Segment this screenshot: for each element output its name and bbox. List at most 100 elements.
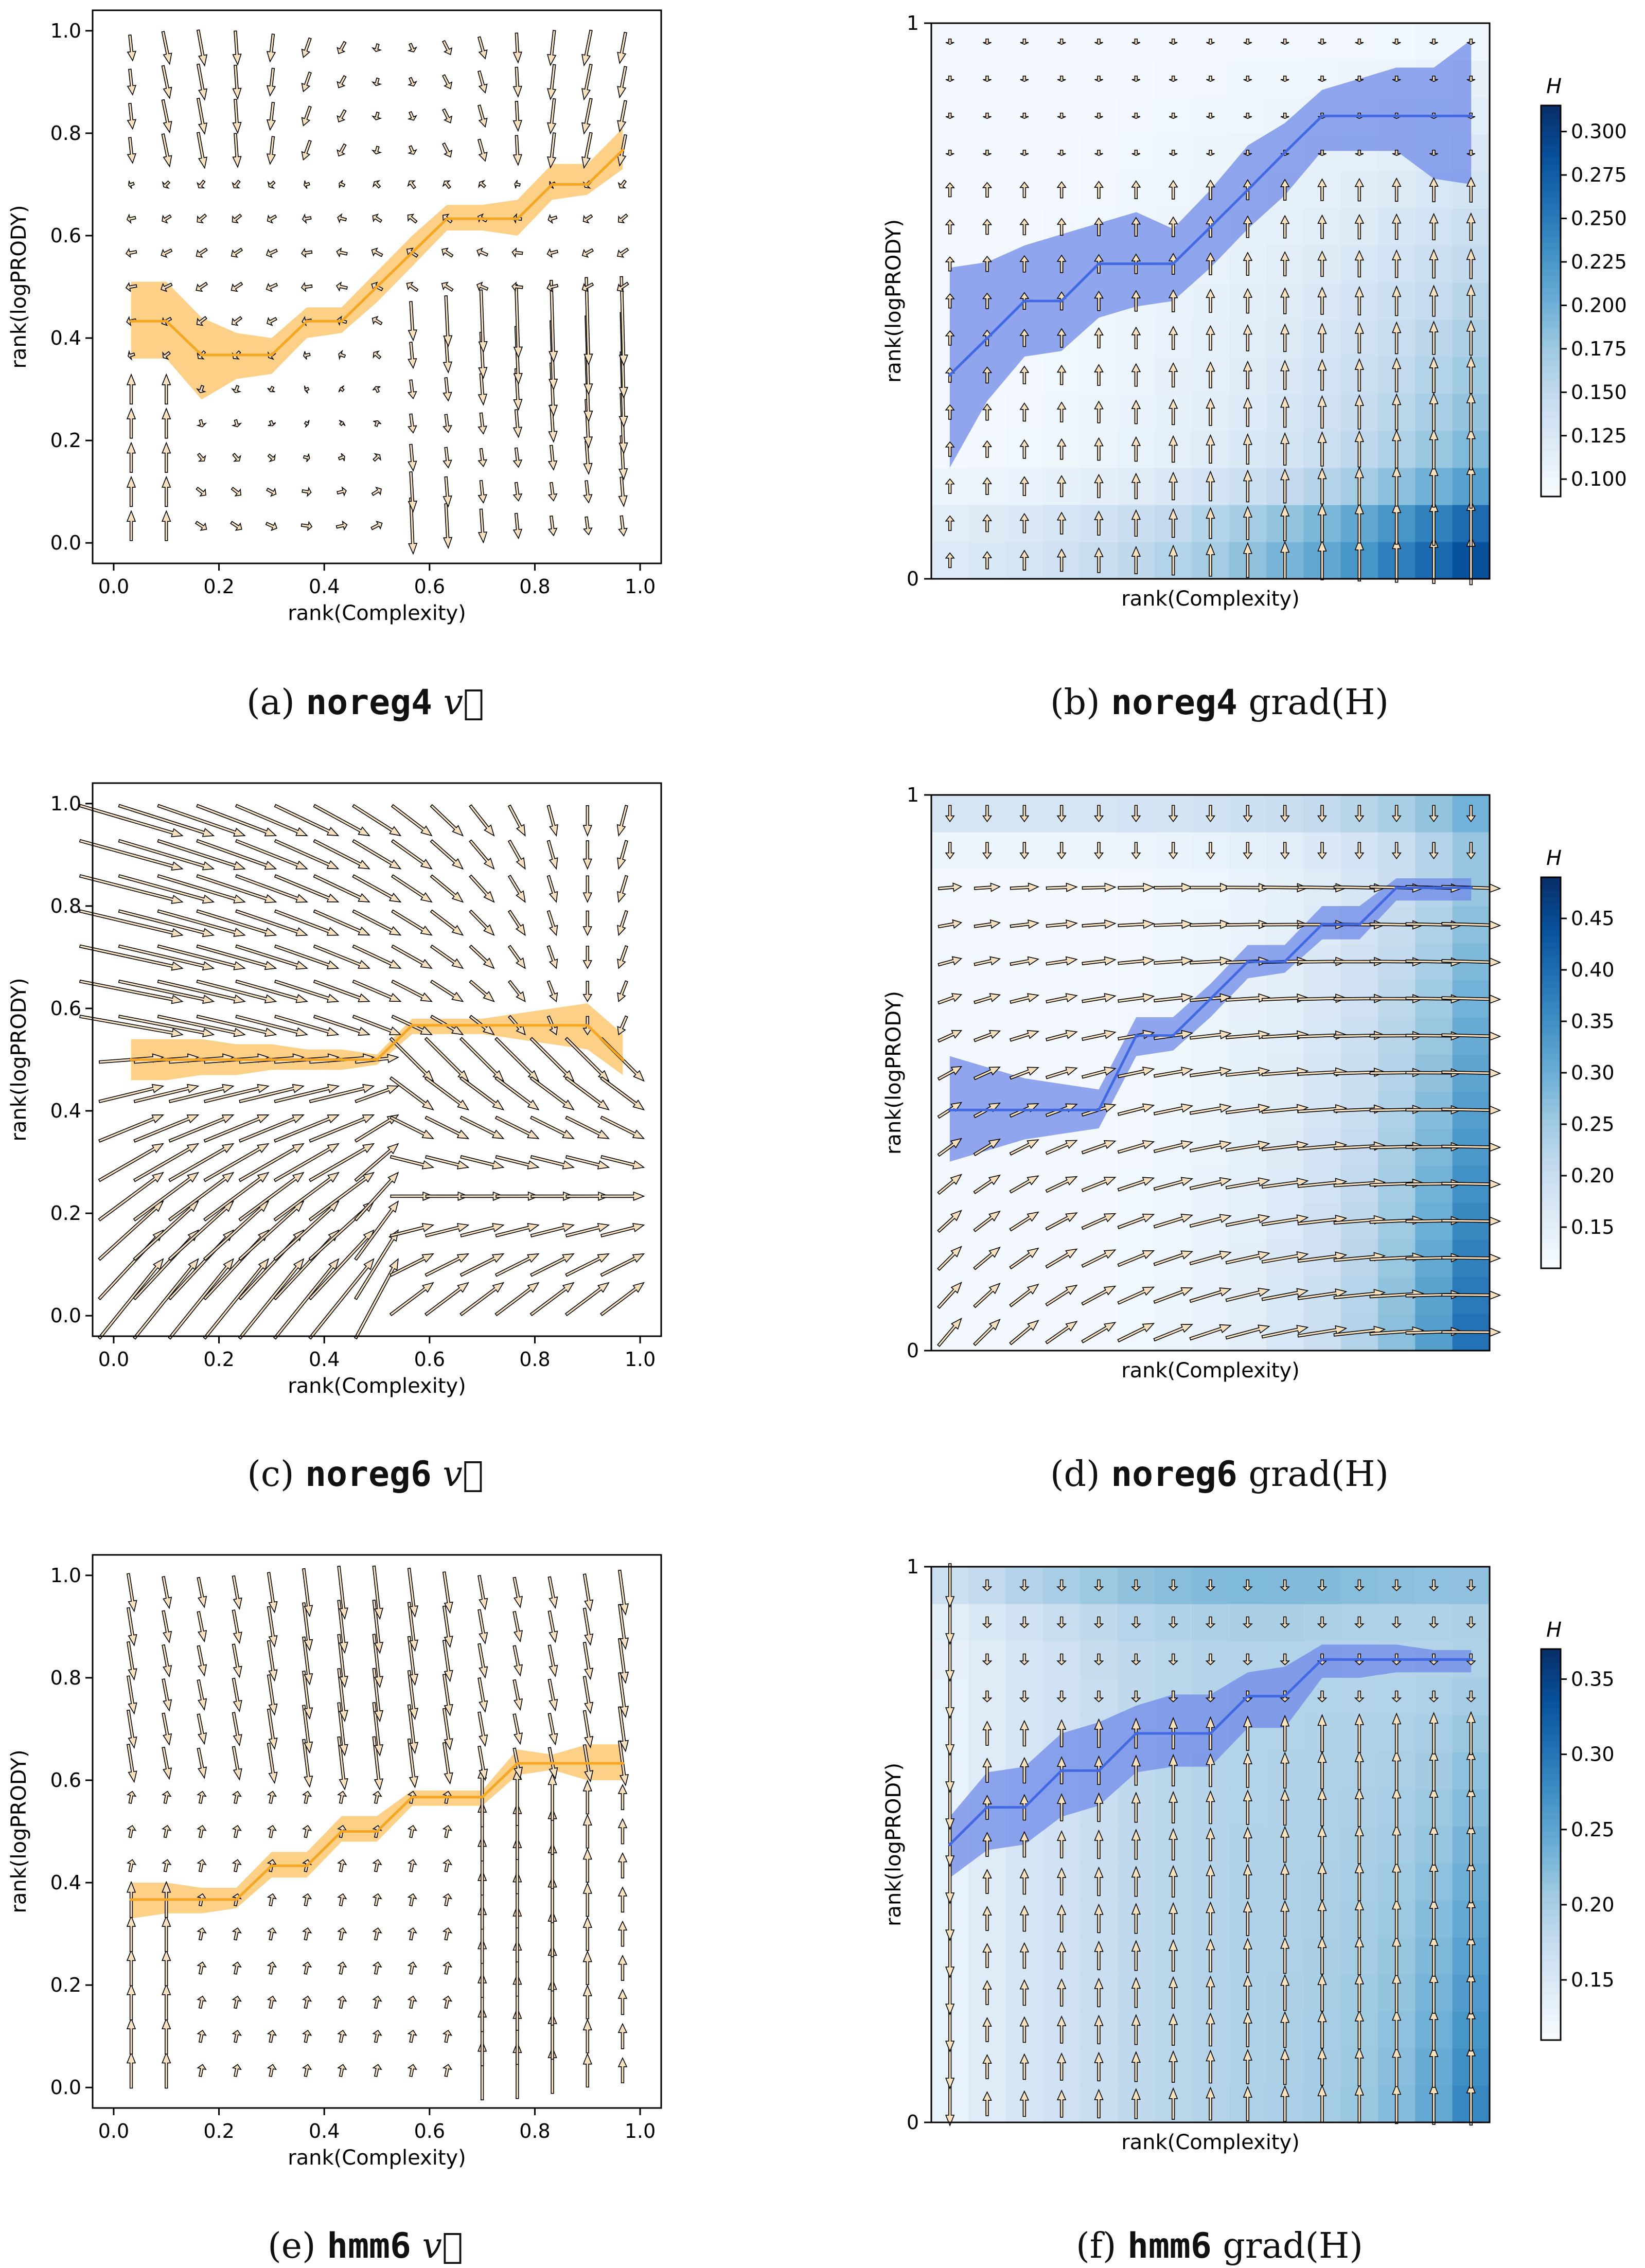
colorbar-step	[1541, 1014, 1561, 1021]
quiver-arrow	[1280, 251, 1290, 277]
quiver-arrow	[98, 1172, 164, 1222]
quiver-arrow	[1082, 1030, 1117, 1041]
quiver-arrow	[430, 804, 464, 837]
quiver-arrow	[1280, 396, 1290, 428]
quiver-arrow	[1019, 328, 1030, 347]
plot-frame	[930, 22, 1491, 580]
y-axis-label: rank(logPRODY)	[7, 1749, 31, 1913]
quiver-arrow	[274, 839, 340, 870]
quiver-arrow	[126, 1573, 137, 1613]
quiver-arrow	[370, 520, 383, 530]
quiver-arrow	[1429, 500, 1439, 546]
median-point	[200, 1058, 203, 1061]
quiver-arrow	[232, 453, 241, 462]
quiver-arrow	[582, 1676, 594, 1714]
quiver-arrow	[478, 180, 486, 188]
quiver-arrow	[617, 2023, 628, 2049]
colorbar-step	[1541, 164, 1561, 171]
quiver-arrow	[1392, 75, 1401, 82]
quiver-arrow	[407, 1567, 419, 1618]
colorbar-step	[1541, 1249, 1561, 1256]
quiver-arrow	[460, 1191, 505, 1201]
quiver-arrow	[582, 1641, 594, 1680]
median-point	[516, 1762, 519, 1765]
caption-d: (d) noreg6 grad(H)	[1050, 1454, 1389, 1495]
median-point	[481, 217, 484, 221]
colorbar-step	[1541, 1962, 1561, 1969]
quiver-arrow	[1019, 365, 1030, 384]
colorbar-step	[1541, 1909, 1561, 1917]
quiver-arrow	[600, 1155, 645, 1170]
quiver-arrow	[274, 979, 340, 1003]
quiver-arrow	[372, 1736, 384, 1791]
quiver-arrow	[494, 1282, 540, 1317]
colorbar-step	[1541, 307, 1561, 315]
quiver-arrow	[1354, 466, 1365, 506]
quiver-arrow	[1057, 75, 1066, 82]
quiver-arrow	[1391, 213, 1402, 240]
quiver-arrow	[1057, 38, 1066, 45]
quiver-arrow	[1391, 285, 1402, 316]
quiver-arrow	[235, 909, 308, 936]
median-point	[551, 1023, 554, 1027]
quiver-arrow	[530, 1223, 575, 1237]
quiver-arrow	[126, 1607, 137, 1646]
median-point	[1135, 1034, 1138, 1037]
quiver-arrow	[1168, 435, 1178, 463]
quiver-arrow	[371, 486, 382, 497]
colorbar-step	[1541, 145, 1561, 152]
quiver-arrow	[581, 29, 593, 67]
quiver-arrow	[302, 2030, 312, 2043]
colorbar-step	[1541, 877, 1561, 884]
quiver-arrow	[477, 1711, 488, 1747]
quiver-arrow	[512, 1610, 523, 1643]
quiver-arrow	[617, 1954, 628, 1981]
quiver-arrow	[391, 909, 433, 936]
quiver-arrow	[1280, 468, 1290, 504]
quiver-arrow	[162, 351, 171, 360]
quiver-arrow	[337, 75, 347, 88]
quiver-arrow	[273, 1258, 340, 1340]
quiver-arrow	[231, 385, 242, 394]
x-tick-label: 0.6	[414, 1348, 445, 1371]
quiver-arrow	[1131, 326, 1141, 349]
quiver-arrow	[337, 109, 347, 122]
quiver-arrow	[128, 181, 135, 189]
quiver-arrow	[1466, 75, 1476, 82]
colorbar-step	[1541, 223, 1561, 230]
quiver-arrow	[1206, 543, 1215, 577]
quiver-arrow	[372, 1859, 382, 1872]
quiver-arrow	[162, 1644, 172, 1678]
quiver-arrow	[302, 2064, 312, 2077]
colorbar-step	[1541, 197, 1561, 204]
quiver-arrow	[406, 281, 419, 292]
median-point	[1283, 151, 1286, 154]
colorbar-step	[1541, 1092, 1561, 1100]
quiver-arrow	[617, 31, 627, 64]
quiver-arrow	[582, 910, 593, 936]
quiver-arrow	[266, 249, 278, 258]
colorbar-step	[1541, 890, 1561, 897]
quiver-arrow	[118, 839, 215, 871]
quiver-arrow	[339, 419, 346, 427]
quiver-arrow	[301, 72, 312, 93]
quiver-arrow	[469, 874, 495, 903]
quiver-arrow	[530, 1253, 575, 1277]
quiver-arrow	[945, 38, 954, 45]
quiver-arrow	[337, 213, 347, 224]
quiver-arrow	[424, 1155, 470, 1170]
colorbar-step	[1541, 249, 1561, 256]
quiver-arrow	[1354, 250, 1365, 278]
quiver-arrow	[196, 839, 277, 870]
colorbar-step	[1541, 236, 1561, 243]
median-point	[200, 1898, 203, 1901]
quiver-arrow	[1169, 112, 1178, 119]
quiver-arrow	[127, 137, 136, 164]
median-point	[1246, 960, 1250, 963]
quiver-arrow	[982, 805, 993, 823]
quiver-arrow	[945, 441, 955, 457]
quiver-arrow	[302, 1568, 313, 1618]
quiver-arrow	[98, 1200, 164, 1261]
quiver-arrow	[1056, 218, 1067, 236]
quiver-arrow	[273, 1200, 340, 1261]
